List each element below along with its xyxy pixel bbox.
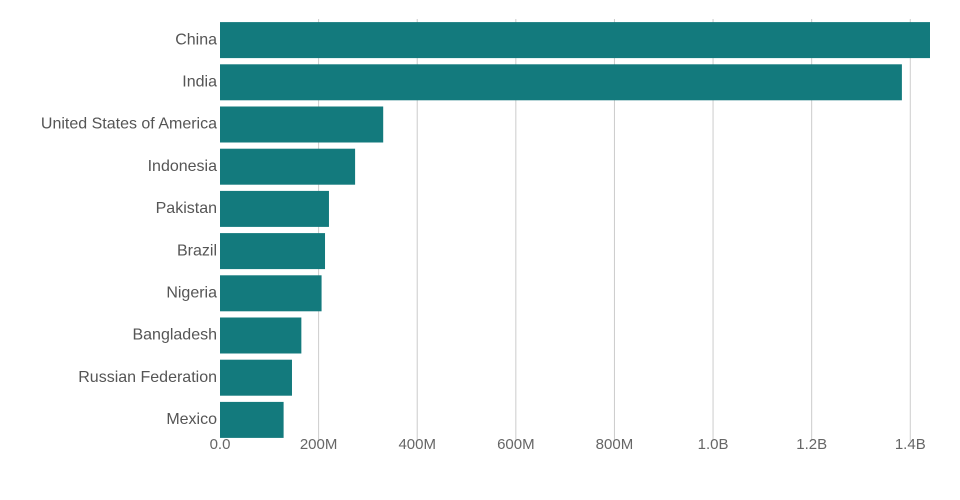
category-label: Brazil [177, 242, 217, 259]
x-tick-label: 800M [596, 436, 634, 453]
bar[interactable] [220, 275, 322, 312]
x-tick-label: 1.4B [895, 436, 926, 453]
bar[interactable] [220, 148, 356, 185]
category-label: Nigeria [166, 285, 217, 302]
x-tick-label: 400M [398, 436, 436, 453]
x-axis-ticks: 0.0 200M 400M 600M 800M 1.0B 1.2B 1.4B [210, 436, 926, 453]
bar[interactable] [220, 233, 326, 270]
category-label: China [175, 31, 217, 48]
bar[interactable] [220, 106, 384, 143]
bars [220, 22, 930, 438]
bar[interactable] [220, 401, 284, 438]
category-label: Russian Federation [78, 369, 217, 386]
category-labels: China India United States of America Indone… [41, 31, 217, 428]
category-label: Indonesia [148, 158, 217, 175]
x-tick-label: 600M [497, 436, 535, 453]
bar[interactable] [220, 317, 302, 354]
x-tick-label: 1.2B [796, 436, 827, 453]
category-label: Bangladesh [132, 327, 217, 344]
x-tick-label: 200M [300, 436, 338, 453]
bar[interactable] [220, 359, 292, 396]
category-label: Mexico [166, 411, 217, 428]
category-label: India [182, 74, 217, 91]
bar[interactable] [220, 190, 329, 227]
x-tick-label: 0.0 [210, 436, 231, 453]
category-label: United States of America [41, 116, 217, 133]
category-label: Pakistan [156, 200, 217, 217]
bar[interactable] [220, 22, 930, 59]
x-tick-label: 1.0B [698, 436, 729, 453]
bar[interactable] [220, 64, 902, 101]
